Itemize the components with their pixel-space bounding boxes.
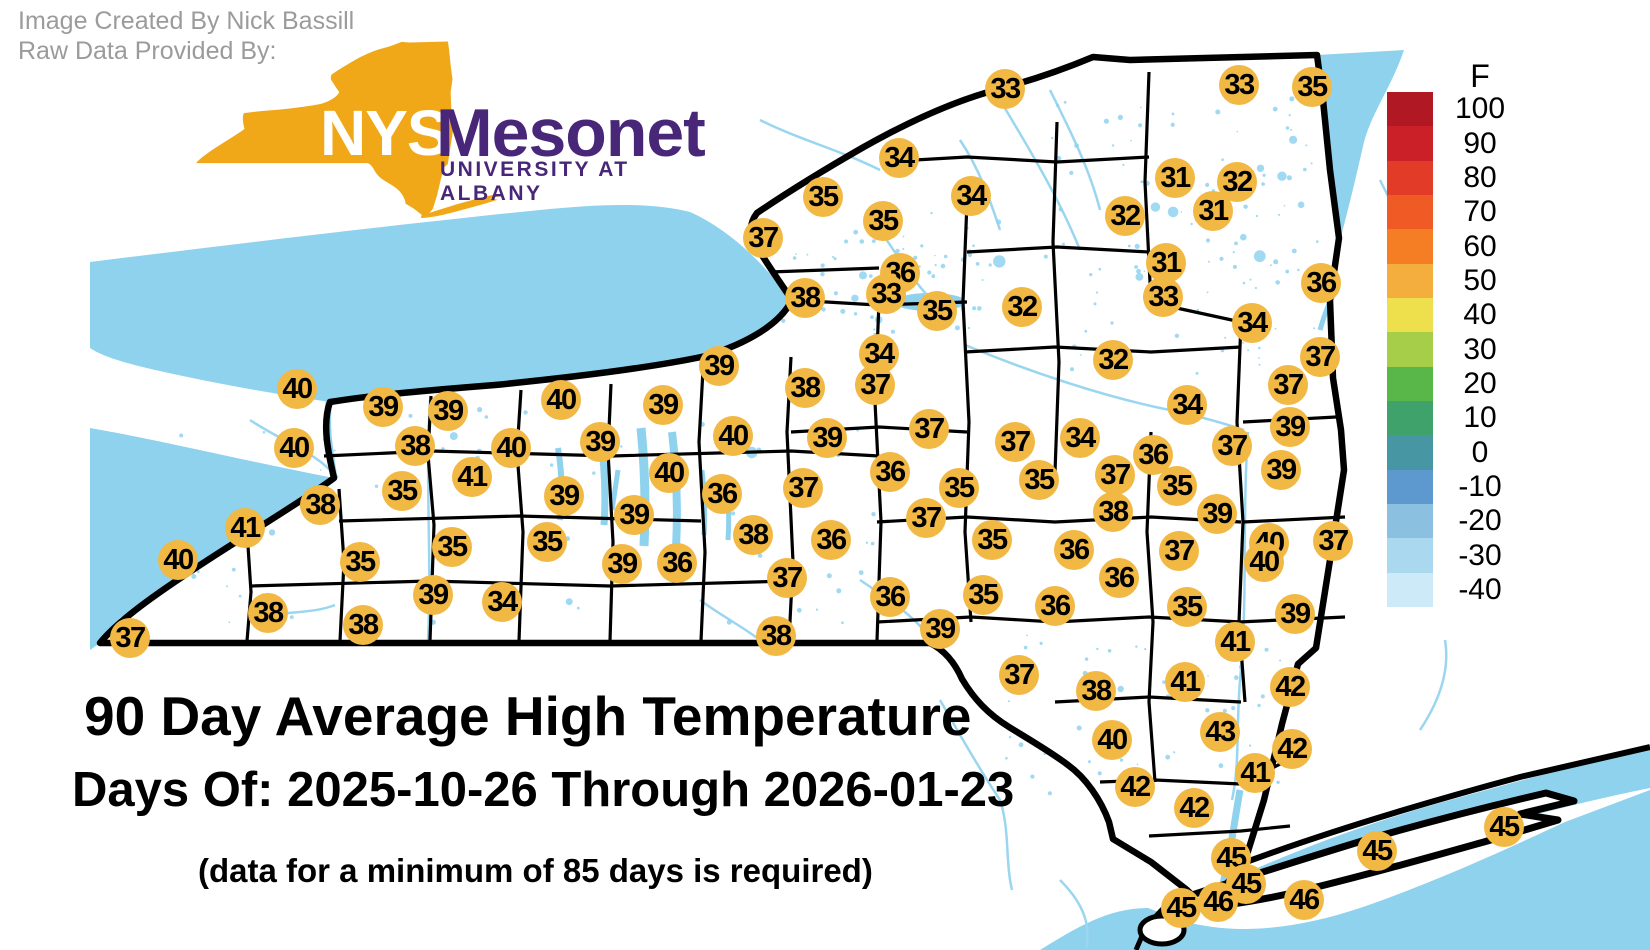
- colorbar-row: -10: [1387, 469, 1527, 505]
- colorbar-swatch: [1387, 126, 1433, 161]
- colorbar-tick-label: 80: [1463, 160, 1497, 194]
- logo-nys-text: NYS: [320, 97, 450, 169]
- logo-mesonet-text: Mesonet: [436, 95, 706, 171]
- colorbar-tick-label: -30: [1458, 538, 1502, 572]
- colorbar-row: 20: [1387, 366, 1527, 402]
- water-bodies: [90, 50, 1650, 950]
- colorbar-swatch: [1387, 263, 1433, 299]
- connecticut-coast: [1228, 744, 1650, 871]
- map-title: 90 Day Average High Temperature: [84, 685, 972, 747]
- colorbar-row: 30: [1387, 332, 1527, 367]
- colorbar-row: -20: [1387, 504, 1527, 539]
- colorbar-swatch: [1387, 92, 1433, 127]
- colorbar-tick-label: 40: [1463, 298, 1497, 332]
- nys-mesonet-logo: NYS Mesonet UNIVERSITY AT ALBANY: [0, 0, 720, 260]
- colorbar-unit-label: F: [1470, 58, 1490, 94]
- colorbar-swatch: [1387, 298, 1433, 333]
- colorbar-swatch: [1387, 572, 1433, 608]
- colorbar-row: 50: [1387, 263, 1527, 299]
- colorbar-tick-label: -10: [1458, 469, 1502, 503]
- colorbar-swatch: [1387, 332, 1433, 367]
- logo-subtitle-text: UNIVERSITY AT ALBANY: [440, 158, 630, 205]
- colorbar-row: 90: [1387, 126, 1527, 161]
- colorbar-row: 80: [1387, 160, 1527, 196]
- colorbar-tick-label: 50: [1463, 263, 1497, 297]
- staten-island: [1137, 913, 1187, 947]
- credits: Image Created By Nick Bassill Raw Data P…: [18, 6, 354, 66]
- colorbar-tick-label: -20: [1458, 504, 1502, 538]
- credit-line-2: Raw Data Provided By:: [18, 37, 277, 65]
- logo-state-silhouette: [196, 41, 502, 219]
- colorbar-row: 60: [1387, 229, 1527, 264]
- colorbar-row: 100: [1387, 92, 1527, 127]
- colorbar-tick-label: 60: [1463, 229, 1497, 263]
- colorbar-swatch: [1387, 504, 1433, 539]
- colorbar: 100 90 80 70 60 50 40 30 20 10 0 -10 -20 -30 -40: [1387, 92, 1527, 608]
- map-data-note: (data for a minimum of 85 days is requir…: [198, 852, 873, 889]
- colorbar-tick-label: 100: [1454, 92, 1506, 126]
- colorbar-row: 70: [1387, 195, 1527, 230]
- colorbar-swatch: [1387, 469, 1433, 505]
- colorbar-row: 0: [1387, 435, 1527, 470]
- state-outline: [96, 51, 1348, 912]
- colorbar-swatch: [1387, 160, 1433, 196]
- colorbar-row: -40: [1387, 572, 1527, 608]
- colorbar-tick-label: 10: [1463, 401, 1497, 435]
- colorbar-tick-label: 30: [1463, 332, 1497, 366]
- colorbar-tick-label: 70: [1463, 195, 1497, 229]
- colorbar-swatch: [1387, 229, 1433, 264]
- colorbar-tick-label: 90: [1463, 126, 1497, 160]
- colorbar-swatch: [1387, 195, 1433, 230]
- colorbar-tick-label: -40: [1458, 572, 1502, 606]
- colorbar-swatch: [1387, 401, 1433, 436]
- colorbar-swatch: [1387, 538, 1433, 573]
- colorbar-tick-label: 0: [1471, 435, 1489, 469]
- colorbar-tick-label: 20: [1463, 366, 1497, 400]
- colorbar-swatch: [1387, 435, 1433, 470]
- colorbar-row: 10: [1387, 401, 1527, 436]
- colorbar-rows: 100 90 80 70 60 50 40 30 20 10 0 -10 -20 -30 -40: [1387, 92, 1527, 608]
- colorbar-row: 40: [1387, 298, 1527, 333]
- colorbar-row: -30: [1387, 538, 1527, 573]
- credit-line-1: Image Created By Nick Bassill: [18, 7, 355, 35]
- colorbar-swatch: [1387, 366, 1433, 402]
- map-date-range: Days Of: 2025-10-26 Through 2026-01-23: [72, 763, 1015, 817]
